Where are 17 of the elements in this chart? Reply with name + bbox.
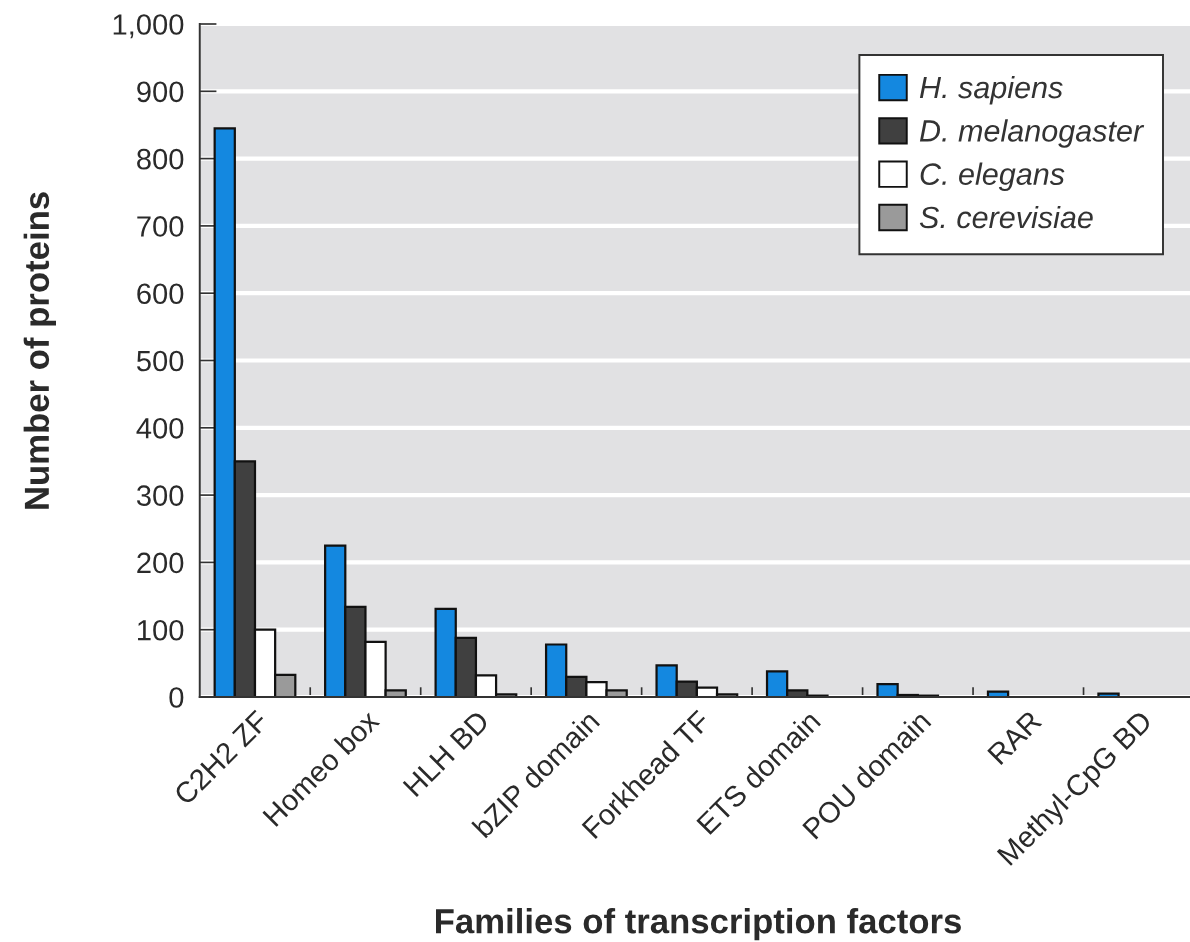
- y-tick-label: 300: [136, 485, 184, 506]
- x-axis-title: Families of transcription factors: [436, 908, 961, 941]
- y-tick-label: 200: [137, 552, 184, 574]
- y-tick-label: 500: [136, 350, 184, 372]
- legend-label: H. sapiens: [919, 75, 1063, 105]
- y-tick-label: 400: [136, 418, 184, 439]
- y-tick-label: 800: [137, 148, 184, 170]
- y-tick-label: 0: [169, 687, 184, 708]
- y-tick-label: 700: [137, 216, 184, 237]
- y-tick-label: 600: [137, 283, 184, 305]
- legend-label: S. cerevisiae: [919, 205, 1093, 229]
- legend-label: C. elegans: [920, 162, 1065, 192]
- y-tick-label: 100: [138, 619, 184, 641]
- legend-label: D. melanogaster: [919, 119, 1145, 148]
- y-axis-title: Number of proteins: [23, 192, 56, 509]
- y-tick-label: 900: [137, 81, 184, 103]
- y-tick-label: 1,000: [113, 14, 184, 39]
